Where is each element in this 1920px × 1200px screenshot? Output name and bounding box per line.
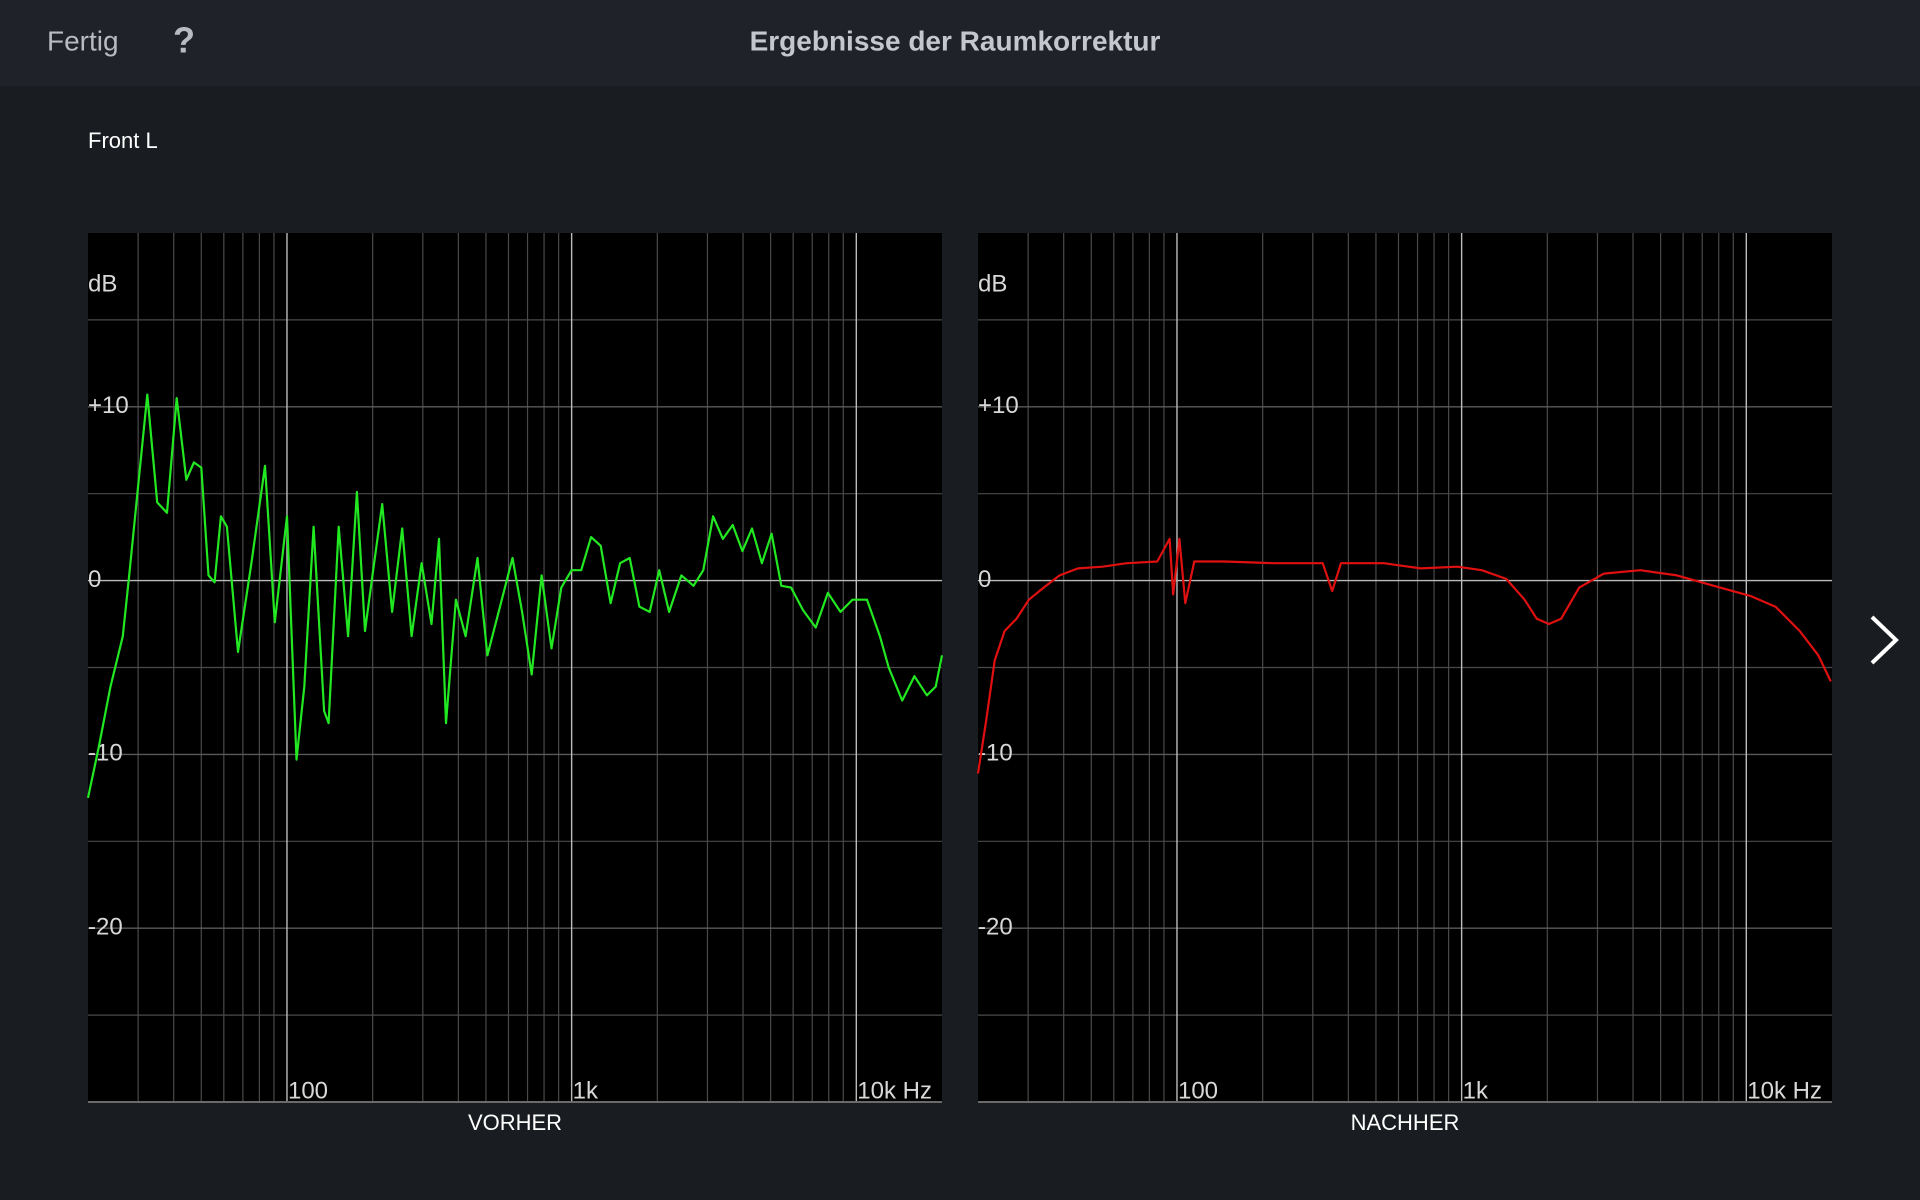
page-title: Ergebnisse der Raumkorrektur — [750, 25, 1161, 56]
x-tick-label: 10k Hz — [857, 1077, 932, 1104]
x-tick-label: 10k Hz — [1747, 1077, 1822, 1104]
y-tick-label: +10 — [978, 392, 1019, 419]
x-tick-label: 100 — [288, 1077, 328, 1104]
next-arrow[interactable] — [1870, 615, 1899, 665]
x-axis-label: VORHER — [468, 1110, 562, 1135]
y-tick-label: +10 — [88, 392, 129, 419]
y-tick-label: 0 — [88, 566, 101, 593]
done-button[interactable]: Fertig — [47, 25, 119, 56]
x-axis-label: NACHHER — [1351, 1110, 1460, 1135]
y-tick-label: -20 — [978, 914, 1013, 941]
response-line — [976, 537, 1832, 774]
y-tick-label: -10 — [88, 740, 123, 767]
x-tick-label: 1k — [573, 1077, 599, 1104]
help-button[interactable]: ? — [173, 20, 195, 61]
y-axis-label: dB — [88, 270, 117, 297]
y-tick-label: 0 — [978, 566, 991, 593]
x-tick-label: 1k — [1463, 1077, 1489, 1104]
x-tick-label: 100 — [1178, 1077, 1218, 1104]
y-tick-label: -10 — [978, 740, 1013, 767]
y-axis-label: dB — [978, 270, 1007, 297]
y-tick-label: -20 — [88, 914, 123, 941]
section-title: Front L — [88, 128, 158, 153]
header-bar — [0, 0, 1920, 86]
response-line — [86, 393, 944, 799]
